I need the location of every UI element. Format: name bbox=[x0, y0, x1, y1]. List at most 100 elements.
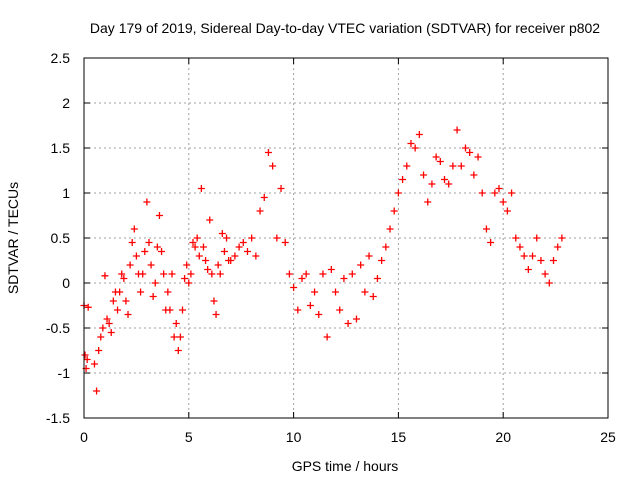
data-point bbox=[202, 257, 210, 264]
data-point bbox=[352, 315, 360, 323]
data-point bbox=[357, 261, 365, 269]
data-point bbox=[193, 234, 201, 242]
data-point bbox=[235, 243, 243, 251]
data-point bbox=[550, 257, 558, 264]
data-point bbox=[503, 207, 511, 215]
data-point bbox=[491, 189, 499, 197]
data-point bbox=[143, 198, 151, 206]
data-point bbox=[166, 306, 174, 314]
data-point bbox=[187, 270, 195, 278]
data-point bbox=[306, 302, 314, 309]
data-point bbox=[124, 311, 132, 318]
data-point bbox=[191, 243, 199, 251]
data-point bbox=[114, 306, 122, 314]
data-point bbox=[139, 270, 147, 278]
data-point bbox=[239, 239, 247, 246]
y-tick-label: 2.5 bbox=[51, 50, 71, 66]
data-point bbox=[516, 243, 524, 251]
x-tick-label: 20 bbox=[495, 429, 511, 445]
data-point bbox=[220, 248, 228, 255]
data-point bbox=[449, 162, 457, 170]
data-point bbox=[474, 153, 482, 161]
data-point bbox=[252, 252, 260, 260]
data-point bbox=[373, 275, 381, 282]
data-point bbox=[103, 315, 111, 323]
data-point bbox=[99, 324, 107, 332]
y-tick-label: -1 bbox=[58, 365, 71, 381]
y-tick-label: -0.5 bbox=[46, 320, 70, 336]
data-point bbox=[210, 297, 218, 305]
data-point bbox=[529, 252, 537, 260]
data-point bbox=[105, 320, 113, 327]
data-point bbox=[470, 171, 478, 179]
data-point bbox=[199, 243, 207, 251]
data-point bbox=[319, 270, 327, 278]
data-point bbox=[420, 171, 428, 179]
data-point bbox=[323, 333, 331, 341]
data-point bbox=[290, 284, 298, 291]
data-point bbox=[172, 320, 180, 327]
data-point bbox=[81, 351, 89, 359]
y-tick-label: 0 bbox=[62, 275, 70, 291]
data-point bbox=[558, 234, 566, 242]
data-point bbox=[512, 234, 520, 242]
data-point bbox=[482, 225, 490, 233]
data-point bbox=[218, 230, 226, 237]
data-point bbox=[137, 288, 145, 296]
data-point bbox=[508, 189, 516, 197]
x-tick-label: 5 bbox=[185, 429, 193, 445]
data-point bbox=[273, 234, 281, 242]
data-point bbox=[164, 288, 172, 296]
data-point bbox=[524, 266, 532, 273]
data-point bbox=[97, 333, 105, 341]
data-point bbox=[411, 144, 419, 152]
data-point bbox=[478, 189, 486, 197]
data-point bbox=[231, 252, 239, 260]
data-point bbox=[208, 270, 216, 278]
axis-ticks bbox=[83, 57, 609, 419]
tick-labels: 0 5 10 15 20 25 -1.5 -1 -0.5 0 0.5 1 1.5 2 2.5 bbox=[46, 50, 616, 445]
data-point bbox=[212, 311, 220, 318]
data-point bbox=[145, 239, 153, 246]
data-point bbox=[298, 275, 306, 282]
data-point bbox=[457, 162, 465, 170]
data-point bbox=[170, 333, 178, 341]
data-point bbox=[436, 158, 444, 165]
data-point bbox=[332, 288, 340, 296]
data-point bbox=[90, 360, 98, 368]
data-point bbox=[445, 180, 453, 188]
data-point bbox=[424, 198, 432, 206]
y-tick-label: 1 bbox=[62, 185, 70, 201]
y-tick-label: 1.5 bbox=[51, 140, 71, 156]
data-point bbox=[260, 194, 268, 201]
data-point bbox=[116, 288, 124, 296]
data-point bbox=[327, 266, 335, 273]
data-point bbox=[466, 149, 474, 156]
data-point bbox=[120, 275, 128, 282]
data-point bbox=[541, 270, 549, 278]
y-axis-label: SDTVAR / TECUs bbox=[5, 182, 21, 294]
data-point bbox=[294, 306, 302, 314]
data-point bbox=[183, 261, 191, 269]
grid-layer bbox=[84, 58, 608, 418]
x-axis-label: GPS time / hours bbox=[292, 458, 399, 474]
x-tick-label: 15 bbox=[391, 429, 407, 445]
data-point bbox=[158, 248, 166, 255]
data-points bbox=[80, 126, 566, 395]
data-point bbox=[149, 293, 157, 300]
y-tick-label: 2 bbox=[62, 95, 70, 111]
data-point bbox=[128, 239, 136, 246]
data-point bbox=[122, 297, 130, 305]
data-point bbox=[160, 270, 168, 278]
data-point bbox=[195, 252, 203, 260]
data-point bbox=[285, 270, 293, 278]
data-point bbox=[107, 329, 115, 336]
data-point bbox=[118, 270, 126, 278]
data-point bbox=[269, 162, 277, 170]
data-point bbox=[243, 248, 251, 255]
data-point bbox=[311, 288, 319, 296]
data-point bbox=[415, 131, 423, 138]
data-point bbox=[264, 149, 272, 156]
data-point bbox=[151, 279, 159, 287]
